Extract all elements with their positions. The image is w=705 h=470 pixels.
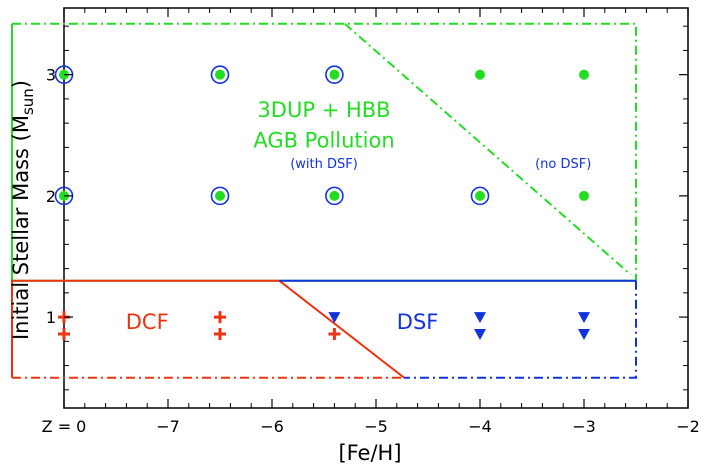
x-tick-label: −6 [260, 417, 284, 436]
x-tick-label: −7 [156, 417, 180, 436]
plus-point [214, 311, 226, 324]
annotation-label: (no DSF) [535, 157, 591, 172]
axes: Z = 0 −7 −6 −5 −4 −3 −2 1 2 3 [42, 8, 700, 436]
point-dot [579, 190, 589, 201]
ringed-point [325, 186, 344, 206]
dcf-region-solid-line [11, 279, 280, 378]
point-ring [470, 186, 490, 206]
annotation-label: DCF [126, 310, 169, 334]
triangle-point [578, 312, 590, 324]
x-tick-label: Z = 0 [42, 417, 87, 436]
dsf-region-dashdot-line [404, 280, 637, 379]
ringed-point [210, 65, 230, 84]
plus-point [58, 328, 70, 341]
x-axis-title: [Fe/H] [338, 441, 401, 465]
region-lines [11, 22, 637, 379]
agb-region-dashdot-line [344, 23, 632, 276]
point-dot [215, 190, 225, 201]
ringed-point [470, 186, 490, 206]
dcf-region-diagonal-line [278, 279, 405, 379]
plus-point [214, 328, 226, 341]
y-tick-label: 1 [46, 308, 56, 327]
point-ring [210, 65, 230, 84]
annotation-label: (with DSF) [290, 157, 358, 172]
y-axis-title-main: Initial Stellar Mass (M [9, 115, 33, 340]
y-axis-title-sub: sun [19, 88, 37, 115]
triangle-point [474, 329, 486, 341]
x-tick-label: −2 [676, 417, 700, 436]
ringed-point [210, 186, 230, 206]
y-axis-title-close: ) [9, 80, 33, 88]
point-dot [329, 69, 340, 80]
triangle-point [474, 312, 486, 324]
annotation-label: 3DUP + HBB [257, 98, 390, 122]
data-markers [54, 65, 590, 341]
point-dot [579, 69, 589, 80]
y-tick-label: 2 [46, 187, 56, 206]
x-tick-label: −4 [468, 417, 492, 436]
triangle-point [578, 329, 590, 341]
ringed-point [325, 65, 344, 84]
annotation-label: AGB Pollution [253, 128, 394, 152]
y-axis-title: Initial Stellar Mass (Msun) [9, 80, 37, 340]
point-ring [325, 186, 344, 206]
annotation-label: DSF [397, 310, 439, 334]
annotations: 3DUP + HBB AGB Pollution (with DSF) (no DSF… [126, 98, 592, 334]
triangle-point [328, 312, 341, 324]
point-dot [215, 69, 225, 80]
y-tick-label: 3 [46, 66, 56, 85]
point-dot [475, 190, 485, 201]
x-tick-label: −5 [364, 417, 388, 436]
plus-point [328, 328, 341, 341]
point-ring [325, 65, 344, 84]
point-dot [329, 190, 340, 201]
plot-frame [63, 7, 689, 409]
x-tick-label: −3 [572, 417, 596, 436]
point-dot [475, 69, 485, 80]
point-ring [210, 186, 230, 206]
